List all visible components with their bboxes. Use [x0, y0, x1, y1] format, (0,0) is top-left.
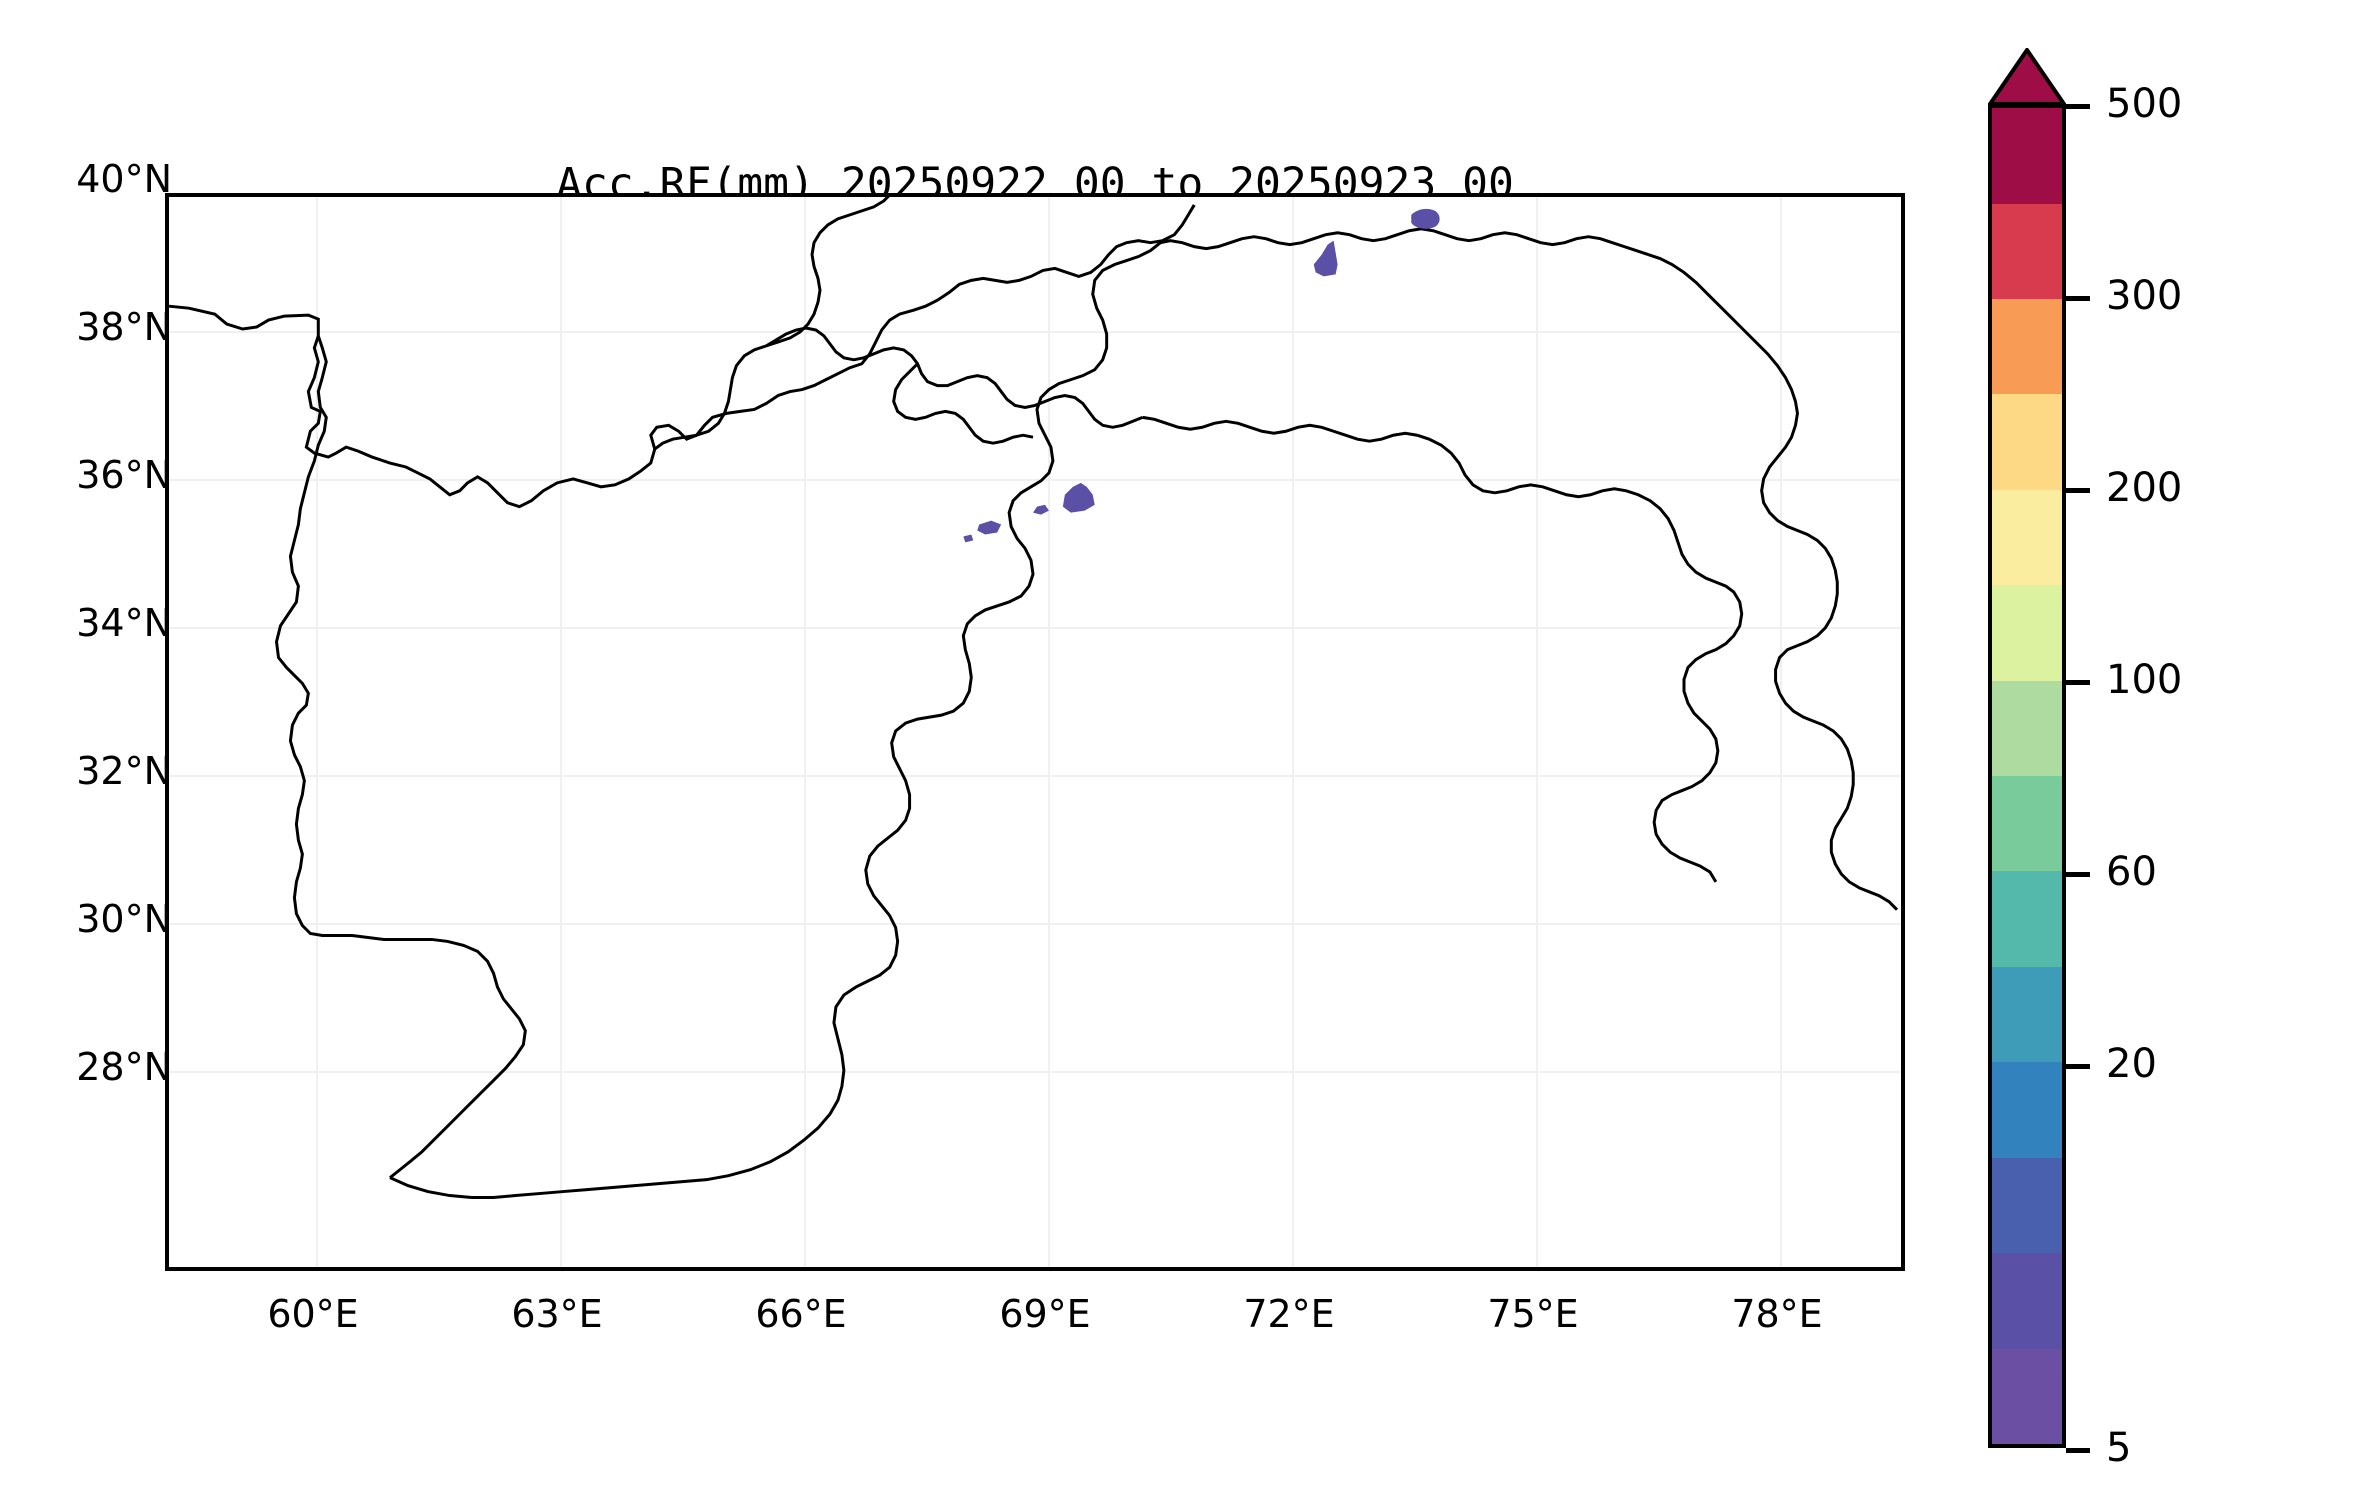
rainfall-patch-tajikistan-east [1313, 240, 1338, 277]
cbar-band-400-500 [1992, 108, 2062, 204]
border-central-asia-north [653, 197, 890, 451]
rainfall-patch-kyrgyzstan-north [1411, 208, 1440, 229]
ytick-label-36n: 36°N [76, 453, 172, 497]
gridline-lat-38 [169, 331, 1901, 333]
xtick-label-72e: 72°E [1243, 1292, 1335, 1336]
cbar-tick-5 [2066, 1448, 2090, 1453]
ytick-label-28n: 28°N [76, 1045, 172, 1089]
rainfall-patch-uzbekistan-small-b [977, 520, 1002, 535]
cbar-band-15-20 [1992, 1157, 2062, 1254]
gridline-lat-32 [169, 775, 1901, 777]
cbar-tick-label-60: 60 [2106, 849, 2157, 895]
cbar-tick-label-500: 500 [2106, 81, 2183, 127]
border-pakistan-india [1160, 227, 1649, 256]
ytick-label-32n: 32°N [76, 749, 172, 793]
gridline-lon-75 [1536, 197, 1538, 1267]
border-uzbekistan-tajikistan [765, 326, 1144, 429]
gridline-lon-78 [1780, 197, 1782, 1267]
xtick-label-75e: 75°E [1487, 1292, 1579, 1336]
xtick-label-63e: 63°E [511, 1292, 603, 1336]
gridline-lat-30 [169, 923, 1901, 925]
gridline-lon-60 [316, 197, 318, 1267]
cbar-tick-20 [2066, 1064, 2090, 1069]
ytick-label-34n: 34°N [76, 601, 172, 645]
gridline-lon-69 [1048, 197, 1050, 1267]
ytick-label-38n: 38°N [76, 305, 172, 349]
xtick-label-78e: 78°E [1731, 1292, 1823, 1336]
cbar-tick-label-200: 200 [2106, 465, 2183, 511]
border-iran-turkmenistan [169, 204, 1196, 509]
map-plot-area [169, 197, 1901, 1267]
border-kashmir-wedge [1647, 253, 1899, 911]
colorbar-extend-max-arrow [1988, 48, 2066, 106]
border-afghanistan-pakistan [389, 241, 1162, 1200]
cbar-band-10-15 [1992, 1253, 2062, 1349]
cbar-band-80-100 [1992, 680, 2062, 777]
cbar-band-300-400 [1992, 203, 2062, 299]
cbar-tick-60 [2066, 872, 2090, 877]
gridline-lon-66 [804, 197, 806, 1267]
gridline-lon-72 [1292, 197, 1294, 1267]
cbar-tick-500 [2066, 104, 2090, 109]
border-tajikistan-kyrgyzstan [892, 362, 1034, 445]
gridline-lat-34 [169, 627, 1901, 629]
cbar-tick-label-100: 100 [2106, 657, 2183, 703]
cbar-band-20-30 [1992, 1062, 2062, 1158]
gridline-lat-28 [169, 1071, 1901, 1073]
colorbar-gradient-bar [1988, 104, 2066, 1448]
geography-layer [169, 197, 1899, 1200]
border-iran-afghanistan [274, 335, 527, 1179]
rainfall-patch-tajikistan-south [1062, 482, 1095, 513]
cbar-band-200-250 [1992, 394, 2062, 490]
cbar-tick-label-5: 5 [2106, 1425, 2132, 1471]
cbar-tick-300 [2066, 296, 2090, 301]
cbar-band-60-80 [1992, 776, 2062, 872]
cbar-band-45-60 [1992, 871, 2062, 967]
ytick-label-40n: 40°N [76, 157, 172, 201]
rainfall-patch-uzbekistan-small-a [1033, 504, 1049, 515]
cbar-band-250-300 [1992, 298, 2062, 395]
gridline-lon-63 [560, 197, 562, 1267]
xtick-label-69e: 69°E [999, 1292, 1091, 1336]
cbar-band-30-45 [1992, 966, 2062, 1063]
border-india-china [1416, 433, 1744, 883]
cbar-band-100-150 [1992, 585, 2062, 681]
xtick-label-66e: 66°E [755, 1292, 847, 1336]
cbar-band-5-10 [1992, 1348, 2062, 1444]
rainfall-patch-uzbekistan-small-c [963, 534, 974, 543]
cbar-tick-200 [2066, 488, 2090, 493]
cbar-band-150-200 [1992, 489, 2062, 586]
ytick-label-30n: 30°N [76, 897, 172, 941]
gridline-lat-36 [169, 479, 1901, 481]
xtick-label-60e: 60°E [267, 1292, 359, 1336]
colorbar[interactable]: 500 300 200 100 60 20 5 [1988, 48, 2318, 1471]
cbar-tick-label-20: 20 [2106, 1041, 2157, 1087]
map-axes[interactable] [165, 193, 1905, 1271]
cbar-tick-label-300: 300 [2106, 273, 2183, 319]
cbar-tick-100 [2066, 680, 2090, 685]
border-wakhan-corridor [1142, 415, 1418, 443]
